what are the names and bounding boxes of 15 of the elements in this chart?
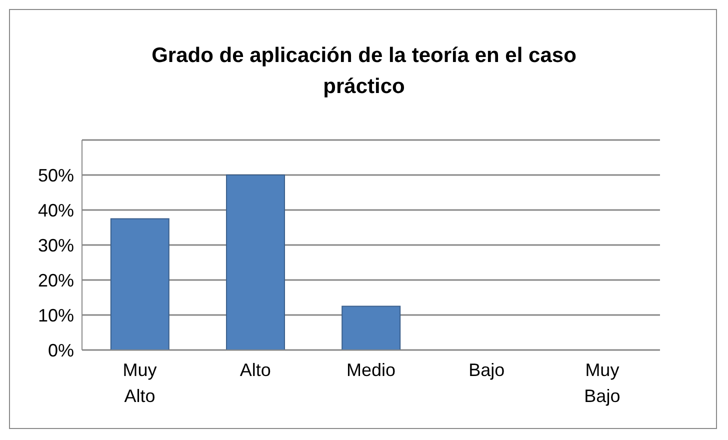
bar — [342, 306, 401, 350]
y-tick-label: 30% — [38, 235, 74, 256]
y-tick-label: 20% — [38, 270, 74, 290]
y-tick-label: 50% — [38, 165, 74, 186]
x-tick-label: Muy Alto — [122, 360, 157, 406]
y-tick-label: 10% — [38, 305, 74, 326]
x-tick-label: Medio — [346, 360, 396, 380]
y-tick-label: 40% — [38, 200, 74, 220]
chart-title: Grado de aplicación de la teoría en el caso práctico — [150, 43, 578, 100]
bar — [226, 174, 285, 350]
x-tick-label: Alto — [240, 360, 271, 380]
x-tick-label: Muy Bajo — [584, 360, 620, 406]
x-tick-label: Bajo — [468, 360, 505, 380]
bar — [110, 218, 170, 350]
y-tick-label: 0% — [48, 340, 74, 360]
